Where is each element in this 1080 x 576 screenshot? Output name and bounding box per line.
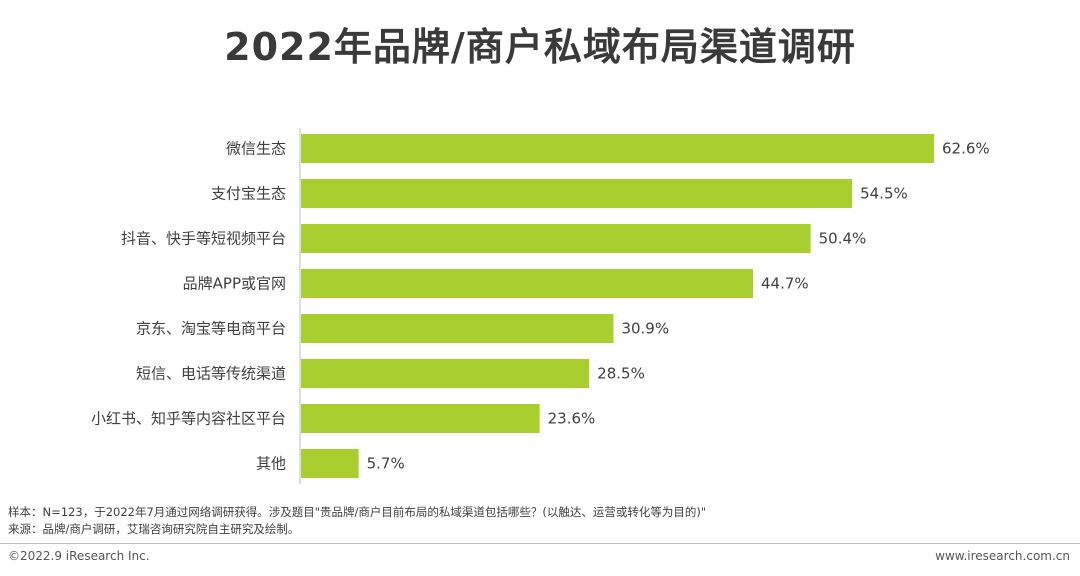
- source-note: 来源：品牌/商户调研，艾瑞咨询研究院自主研究及绘制。: [8, 522, 300, 536]
- bar: [301, 224, 811, 253]
- category-label: 品牌APP或官网: [183, 275, 286, 293]
- footer-divider: [0, 543, 1080, 544]
- bar: [301, 449, 359, 478]
- category-label: 其他: [256, 455, 286, 473]
- sample-note: 样本：N=123，于2022年7月通过网络调研获得。涉及题目"贵品牌/商户目前布…: [8, 505, 707, 519]
- category-label: 抖音、快手等短视频平台: [121, 230, 286, 248]
- value-label: 50.4%: [819, 230, 867, 248]
- value-label: 28.5%: [597, 365, 645, 383]
- page-title: 2022年品牌/商户私域布局渠道调研: [224, 25, 856, 69]
- bar: [301, 404, 540, 433]
- bar: [301, 134, 934, 163]
- notes: 样本：N=123，于2022年7月通过网络调研获得。涉及题目"贵品牌/商户目前布…: [8, 504, 706, 538]
- website-link[interactable]: www.iresearch.com.cn: [935, 549, 1070, 563]
- category-label: 京东、淘宝等电商平台: [136, 320, 286, 338]
- bar: [301, 269, 753, 298]
- value-label: 5.7%: [367, 455, 405, 473]
- category-label: 微信生态: [226, 140, 286, 158]
- value-label: 54.5%: [860, 185, 908, 203]
- bar: [301, 359, 590, 388]
- value-label: 44.7%: [761, 275, 809, 293]
- bar: [301, 179, 853, 208]
- value-label: 62.6%: [942, 140, 990, 158]
- copyright-text: ©2022.9 iResearch Inc.: [8, 549, 150, 563]
- bar-chart: 微信生态 62.6% 支付宝生态 54.5% 抖音、快手等短视频平台 50.4% 品牌APP…: [91, 128, 990, 484]
- category-label: 小红书、知乎等内容社区平台: [91, 410, 286, 428]
- bar: [301, 314, 614, 343]
- value-label: 30.9%: [621, 320, 669, 338]
- value-label: 23.6%: [548, 410, 596, 428]
- category-label: 短信、电话等传统渠道: [136, 365, 286, 383]
- category-label: 支付宝生态: [211, 185, 286, 203]
- bar-group: 微信生态 62.6% 支付宝生态 54.5% 抖音、快手等短视频平台 50.4% 品牌APP…: [91, 134, 990, 478]
